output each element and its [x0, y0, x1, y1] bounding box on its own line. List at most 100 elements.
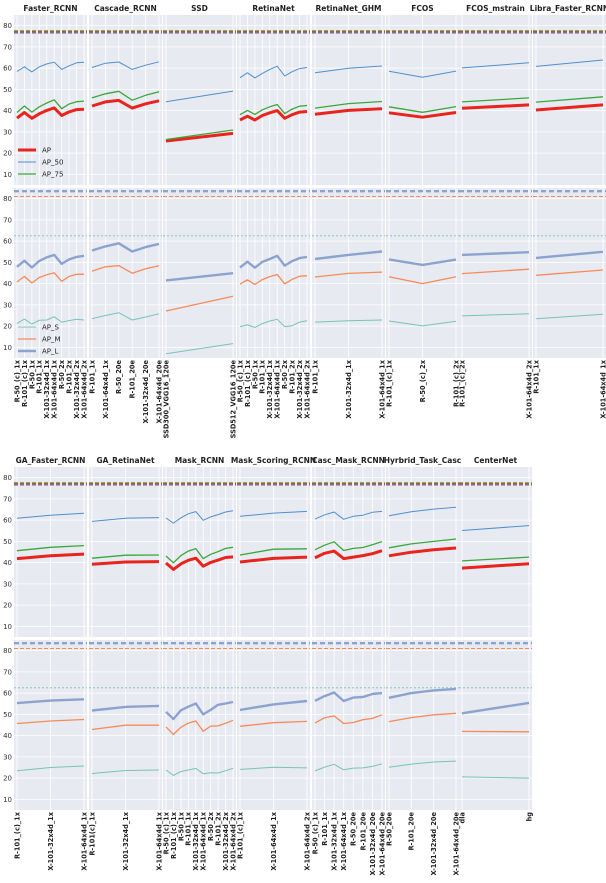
x-tick-label: X-101-64x4d_20e [378, 811, 386, 875]
series-line-aps [535, 313, 604, 320]
series-line-apm [461, 268, 530, 275]
y-tick-label: 10 [3, 344, 12, 352]
y-tick-label: 40 [3, 732, 12, 740]
series-line-aps [165, 767, 234, 776]
panel-top-ssd [163, 15, 236, 185]
panel-top-faster_rcnn: 10 20 30 40 50 60 70 80 [3, 15, 87, 185]
series-line-apl [314, 691, 383, 703]
y-tick-label: 10 [3, 623, 12, 631]
x-tick-label: R-101_1x [185, 811, 193, 845]
panel-bottom-centernet [459, 640, 532, 810]
y-tick-label: 30 [3, 128, 12, 136]
series-line-ap75 [388, 105, 457, 113]
series-line-apm [314, 271, 383, 278]
legend-bottom: AP_S AP_M AP_L [18, 324, 61, 356]
panel-title: Libra_Faster_RCNN [530, 4, 606, 13]
series-line-ap50 [16, 61, 85, 73]
x-tick-label: R-101_1x [259, 359, 267, 393]
x-tick-label: R-50_20e [115, 359, 123, 393]
x-tick-label: X-101-64x4d_1x [80, 811, 88, 870]
x-tick-label: X-101-64x4d_1x [270, 811, 278, 870]
series-line-apm [388, 712, 457, 723]
x-tick-label: R-101_(c)_2x [458, 359, 466, 407]
series-line-apl [461, 251, 530, 257]
legend-label: AP_S [42, 324, 60, 332]
x-tick-label: R-50_(c)_1x [162, 811, 170, 854]
x-tick-label: R-101_2x [215, 811, 223, 845]
x-tick-label: R-101_(c)_1x [13, 811, 21, 859]
series-line-apl [314, 250, 383, 261]
panel-title: RetinaNet_GHM [315, 4, 381, 13]
x-tick-label: R-101_(c)_1x [170, 811, 178, 859]
y-tick-label: 20 [3, 602, 12, 610]
series-line-ap50 [91, 517, 160, 522]
x-tick-label: R-101_1x [36, 359, 44, 393]
y-tick-label: 10 [3, 796, 12, 804]
series-line-apl [16, 698, 85, 705]
series-line-ap [314, 107, 383, 116]
series-line-ap50 [461, 62, 530, 69]
x-tick-label: X-101-64x4d_20e [155, 359, 163, 423]
series-line-ap50 [314, 65, 383, 74]
series-line-apl [165, 272, 234, 282]
series-line-ap75 [239, 103, 308, 116]
series-line-apl [91, 704, 160, 712]
x-tick-label: X-101-64x4d_1x [155, 811, 163, 870]
series-line-ap [165, 131, 234, 143]
panel-title: Mask_RCNN [175, 456, 225, 465]
x-tick-label: X-101-32x4d_1x [122, 811, 130, 870]
panel-bottom-cascade_rcnn [89, 188, 162, 358]
legend-label: AP_50 [42, 159, 63, 167]
series-line-aps [314, 319, 383, 323]
panel-top-fcos [386, 15, 459, 185]
y-tick-label: 80 [3, 474, 12, 482]
x-tick-label: X-101-64x4d_20e [452, 811, 460, 875]
series-line-ap50 [535, 59, 604, 67]
series-line-apl [461, 701, 530, 715]
series-line-ap50 [388, 70, 457, 78]
series-line-ap50 [165, 510, 234, 524]
panel-top-cascade_rcnn [89, 15, 162, 185]
x-tick-label: X-101-64x4d_2x [80, 359, 88, 418]
y-tick-label: 60 [3, 690, 12, 698]
series-line-ap50 [314, 510, 383, 520]
panel-background [237, 188, 310, 358]
x-tick-label: X-101-64x4d_1x [599, 359, 606, 418]
panel-title: FCOS_mstrain [466, 4, 525, 13]
x-tick-label: X-101-64x4d_1x [340, 811, 348, 870]
x-tick-label: X-101-64x4d_2x [229, 811, 237, 870]
panel-title: Mask_Scoring_RCNN [231, 456, 316, 465]
panel-bottom-casc_mask_rcnn [312, 640, 385, 810]
y-tick-label: 60 [3, 238, 12, 246]
x-tick-label: X-101-32x4d_1x [345, 359, 353, 418]
x-tick-label: X-101-32x4d_20e [369, 811, 377, 875]
series-line-apl [91, 242, 160, 253]
series-line-ap75 [165, 129, 234, 141]
legend-label: AP_M [42, 336, 61, 344]
x-tick-label: X-101-32x4d_1x [266, 359, 274, 418]
series-line-ap75 [91, 90, 160, 101]
series-line-aps [16, 765, 85, 772]
x-tick-label: X-101-64x4d_1x [378, 359, 386, 418]
x-tick-label: R-101(c)_1x [88, 811, 96, 855]
series-line-ap [91, 98, 160, 110]
panel-background [89, 15, 162, 185]
series-line-ap75 [16, 99, 85, 113]
y-tick-label: 50 [3, 259, 12, 267]
series-line-ap [461, 562, 530, 570]
series-line-ap75 [165, 546, 234, 564]
x-tick-label: R-101_(c)_1x [21, 359, 29, 407]
panel-title: FCOS [411, 4, 433, 13]
y-tick-label: 20 [3, 323, 12, 331]
series-line-ap [461, 103, 530, 110]
x-tick-label: R-50_(c)_2x [419, 359, 427, 402]
series-line-ap50 [239, 510, 308, 517]
y-tick-label: 40 [3, 107, 12, 115]
panel-background [459, 467, 532, 637]
x-tick-label: R-50_2x [281, 359, 289, 389]
series-line-apl [239, 254, 308, 269]
series-line-ap [535, 103, 604, 112]
panel-bottom-retinanet_ghm [312, 188, 385, 358]
series-line-aps [461, 776, 530, 779]
